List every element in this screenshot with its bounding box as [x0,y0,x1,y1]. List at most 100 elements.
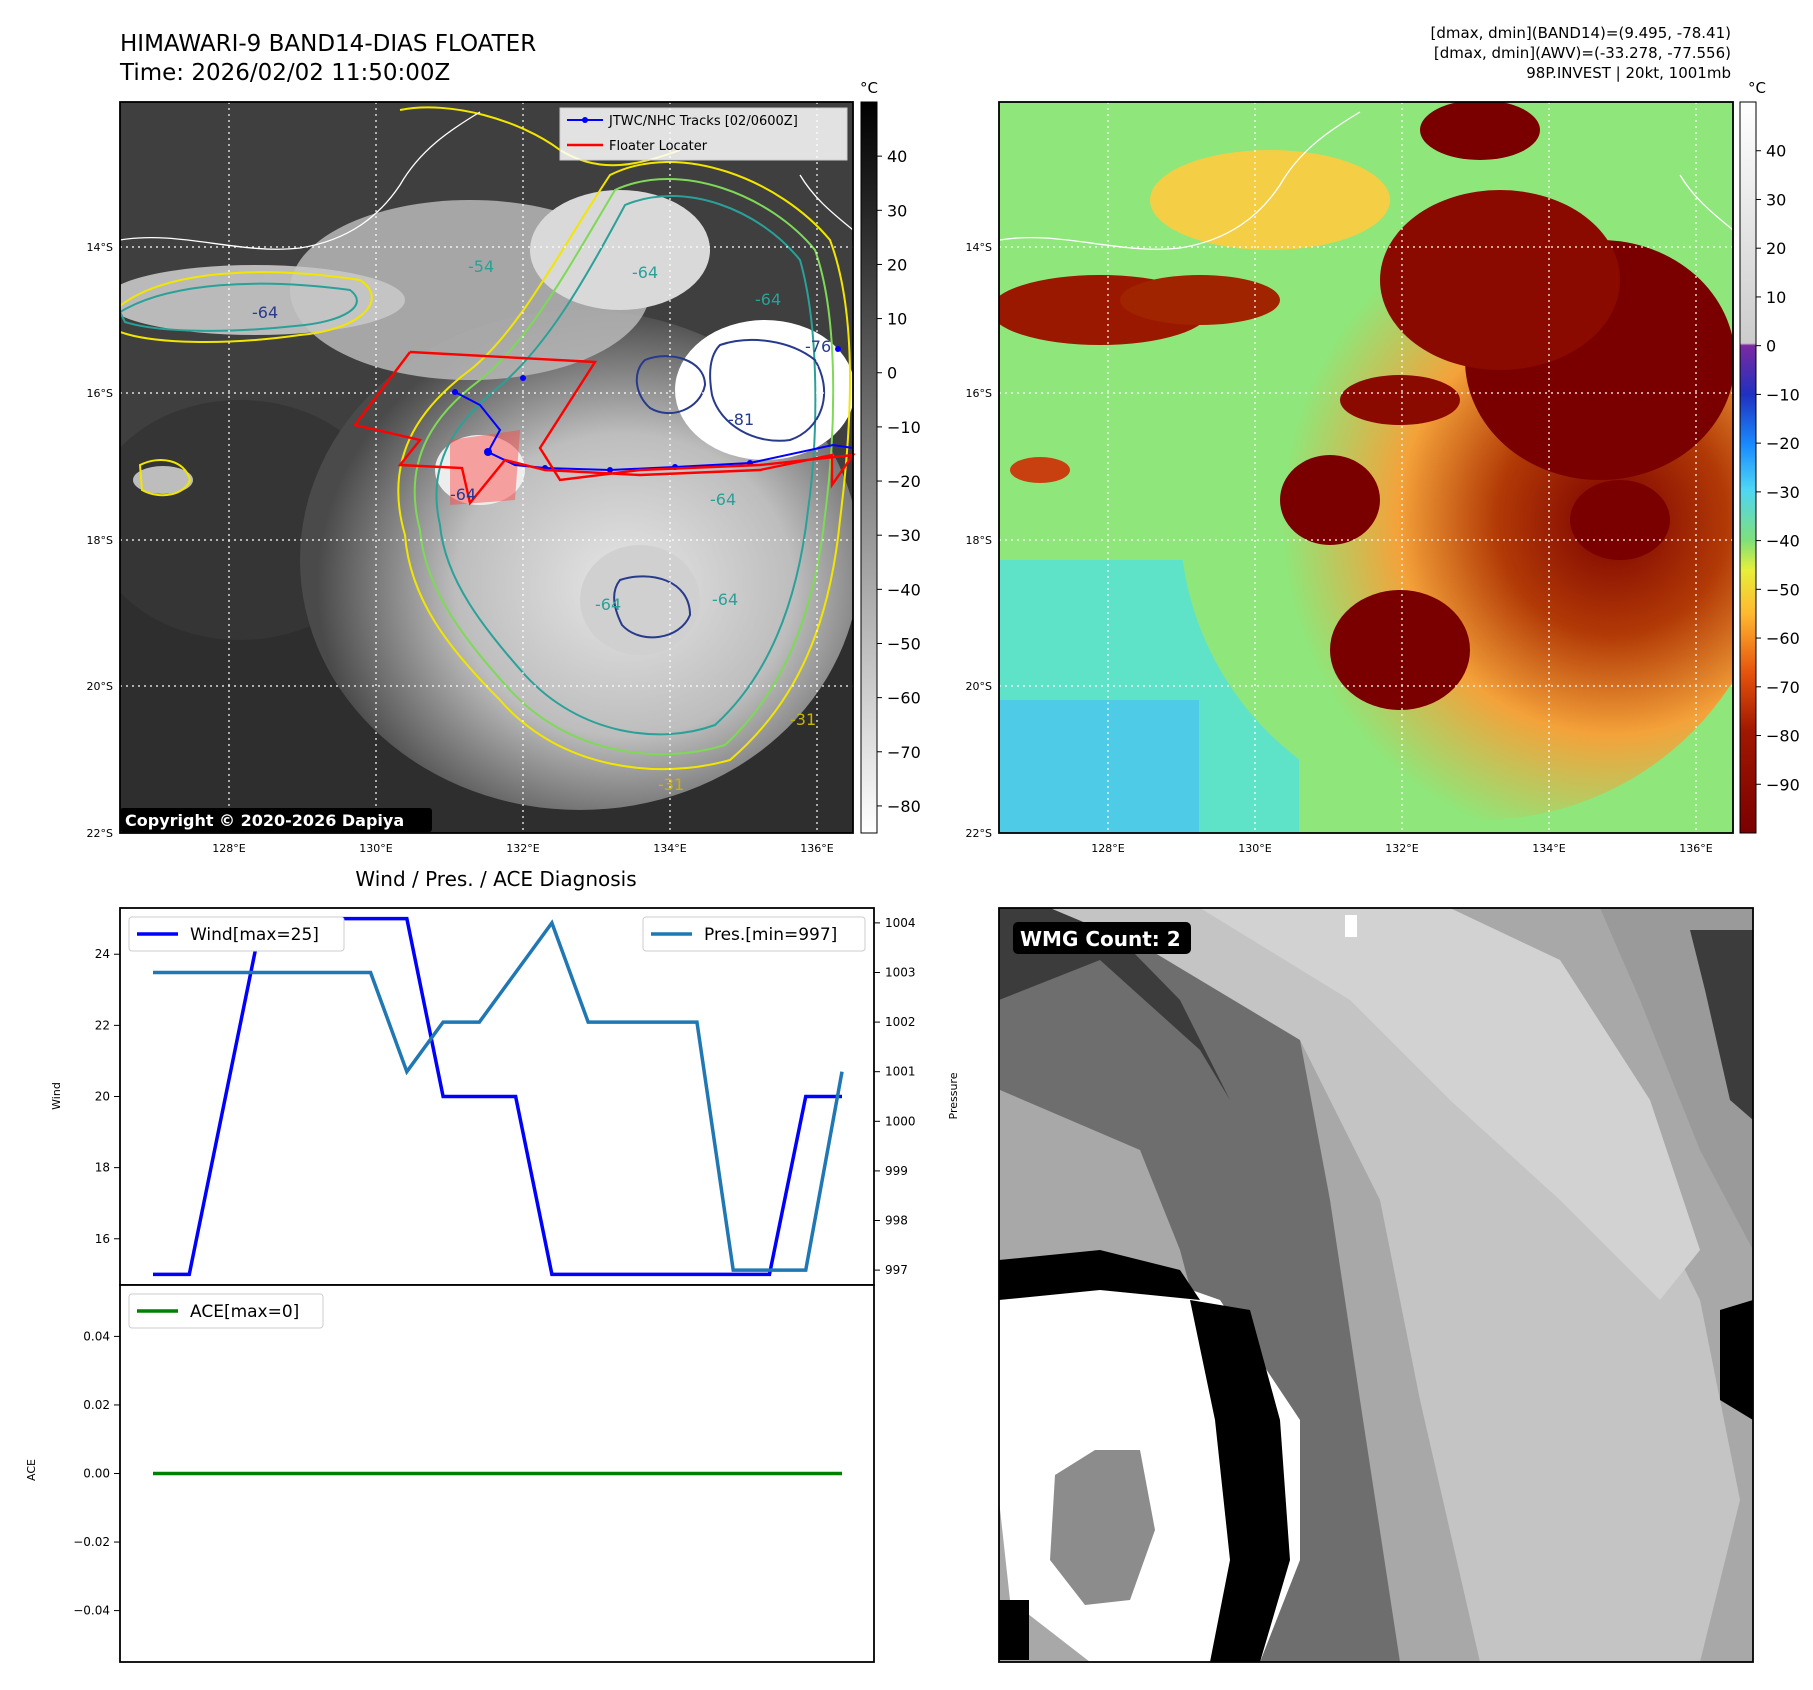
pressure-axis-ticks: 997 998 999 1000 1001 1002 1003 1004 [874,916,916,1277]
ir-gridlines [120,102,853,833]
legend-floater-locater: Floater Locater [609,139,708,154]
lat-label: 16°S [966,387,992,400]
pressure-tick-label: 998 [885,1214,908,1228]
map-legend: JTWC/NHC Tracks [02/0600Z] Floater Locat… [559,107,848,161]
wind-axis-ticks: 16 18 20 22 24 [95,947,120,1246]
ir-lat-labels: 14°S 16°S 18°S 20°S 22°S [87,241,113,840]
enhanced-colorbar-tick-label: −70 [1766,678,1800,697]
lat-label: 16°S [87,387,113,400]
enhanced-colorbar-tick-label: −30 [1766,483,1800,502]
lat-label: 20°S [966,680,992,693]
wmg-count-label: WMG Count: 2 [1020,927,1181,951]
lon-label: 132°E [506,842,539,855]
wind-tick-label: 22 [95,1018,110,1032]
pressure-tick-label: 1003 [885,965,916,979]
wind-legend-label: Wind[max=25] [190,925,319,945]
lon-label: 134°E [653,842,686,855]
figure-header: HIMAWARI-9 BAND14-DIAS FLOATER Time: 202… [119,24,1731,86]
ir-map-panel: -64 -64 -54 -64 -76 -81 -64 -64 -31 -31 … [119,101,856,834]
contour-label: -64 [252,303,278,322]
wmg-count-badge: WMG Count: 2 [1013,922,1191,954]
enhanced-colorbar-tick-label: 30 [1766,190,1786,209]
ir-colorbar-ticks: 40 30 20 10 0 −10 −20 −30 −40 −50 −60 −70 −80 [877,147,921,816]
pressure-tick-label: 997 [885,1263,908,1277]
figure-title: HIMAWARI-9 BAND14-DIAS FLOATER [120,31,536,57]
ir-colorbar-tick-label: −50 [887,634,921,653]
enhanced-gridlines [999,102,1733,833]
enhanced-colorbar-tick-label: −90 [1766,775,1800,794]
pressure-legend-label: Pres.[min=997] [704,925,837,945]
enhanced-colorbar-tick-label: −20 [1766,434,1800,453]
wmg-imagery [999,908,1753,1662]
ir-lon-labels: 128°E 130°E 132°E 134°E 136°E [212,842,833,855]
lon-label: 132°E [1385,842,1418,855]
contour-label: -31 [790,710,816,729]
pressure-tick-label: 1000 [885,1114,916,1128]
lon-label: 128°E [1091,842,1124,855]
diagnosis-panel: Wind / Pres. / ACE Diagnosis 1618202224 … [25,867,960,1663]
ace-tick-label: 0.00 [83,1467,110,1481]
ir-colorbar: °C 40 30 20 10 0 −10 −20 −30 −40 −50 −60 −70 −80 [860,79,921,834]
wind-legend: Wind[max=25] [128,916,345,952]
enhanced-colorbar-tick-label: 20 [1766,239,1786,258]
enhanced-ir-panel [998,101,1734,834]
ir-colorbar-tick-label: −30 [887,526,921,545]
pressure-legend: Pres.[min=997] [642,916,866,952]
legend-jtwc-tracks: JTWC/NHC Tracks [02/0600Z] [608,114,798,129]
lat-label: 22°S [87,827,113,840]
enhanced-colorbar-tick-label: −40 [1766,532,1800,551]
contour-label: -76 [805,337,831,356]
contour-label: -64 [755,290,781,309]
enhanced-colorbar-tick-label: 40 [1766,142,1786,161]
ir-colorbar-tick-label: 0 [887,364,897,383]
enhanced-colorbar-tick-label: 0 [1766,337,1776,356]
stats-band14: [dmax, dmin](BAND14)=(9.495, -78.41) [1431,24,1731,42]
ir-colorbar-tick-label: −20 [887,472,921,491]
ace-legend: ACE[max=0] [128,1293,324,1329]
pressure-axis-label: Pressure [947,1072,960,1119]
lon-label: 128°E [212,842,245,855]
enhanced-colorbar: °C 40 30 20 10 0 −10 −20 −30 −40 −50 −60 −70 −80 −90 [1739,79,1800,834]
contour-label: -64 [595,595,621,614]
contour-label: -64 [710,490,736,509]
ace-axis-label: ACE [25,1459,38,1481]
enhanced-lat-labels: 14°S 16°S 18°S 20°S 22°S [966,241,992,840]
stats-storm: 98P.INVEST | 20kt, 1001mb [1526,64,1731,82]
copyright-badge: Copyright © 2020-2026 Dapiya [120,808,432,832]
lat-label: 14°S [966,241,992,254]
contour-label: -64 [712,590,738,609]
ace-legend-label: ACE[max=0] [190,1302,299,1322]
contour-label: -64 [632,263,658,282]
pressure-tick-label: 1002 [885,1015,916,1029]
enhanced-colorbar-tick-label: −50 [1766,580,1800,599]
ace-axis-ticks: 0.04 0.02 0.00 −0.02 −0.04 [73,1329,120,1618]
ir-colorbar-tick-label: 30 [887,201,907,220]
enhanced-colorbar-ticks: 40 30 20 10 0 −10 −20 −30 −40 −50 −60 −70 −80 −90 [1756,142,1800,794]
floater-locater-line [352,350,856,506]
ir-colorbar-tick-label: −70 [887,743,921,762]
ace-tick-label: 0.02 [83,1398,110,1412]
lat-label: 14°S [87,241,113,254]
lat-label: 20°S [87,680,113,693]
lon-label: 136°E [800,842,833,855]
ace-tick-label: 0.04 [83,1329,110,1343]
contour-label: -64 [450,485,476,504]
pressure-tick-label: 999 [885,1164,908,1178]
ir-imagery [120,102,853,833]
ir-colorbar-tick-label: −10 [887,418,921,437]
lon-label: 130°E [1238,842,1271,855]
ir-colorbar-tick-label: 20 [887,255,907,274]
wind-tick-label: 16 [95,1232,110,1246]
ir-colorbar-tick-label: −80 [887,797,921,816]
wind-tick-label: 18 [95,1161,110,1175]
enhanced-colorbar-tick-label: −10 [1766,385,1800,404]
enhanced-colorbar-tick-label: −60 [1766,629,1800,648]
ir-colorbar-tick-label: −60 [887,689,921,708]
pressure-tick-label: 1001 [885,1065,916,1079]
ir-colorbar-tick-label: 10 [887,310,907,329]
lon-label: 134°E [1532,842,1565,855]
contour-label-group: -64 -64 -54 -64 -76 -81 -64 -64 -31 -31 … [252,257,831,794]
enhanced-colorbar-unit: °C [1748,79,1766,97]
copyright-text: Copyright © 2020-2026 Dapiya [125,811,404,830]
